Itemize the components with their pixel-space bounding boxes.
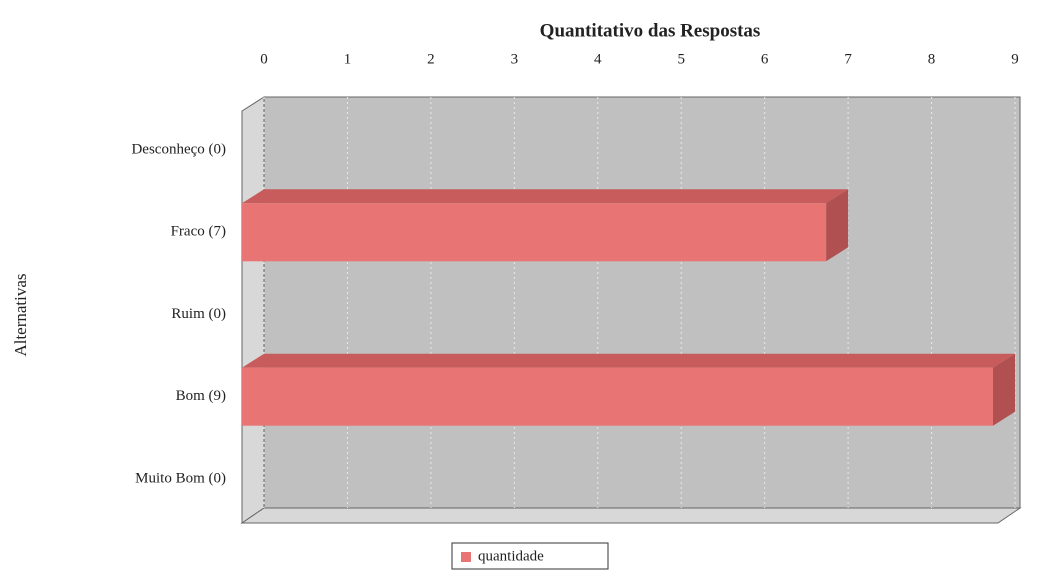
bar-top <box>242 353 1015 368</box>
side-wall <box>241 96 265 524</box>
x-tick-label: 6 <box>761 51 769 67</box>
y-tick-label: Bom (9) <box>176 388 226 404</box>
x-tick-label: 3 <box>511 51 519 67</box>
y-tick-label: Desconheço (0) <box>131 142 226 158</box>
y-tick-label: Ruim (0) <box>171 306 226 322</box>
bar-front <box>242 367 993 426</box>
x-tick-label: 5 <box>677 51 685 67</box>
x-tick-label: 2 <box>427 51 435 67</box>
x-tick-label: 0 <box>260 51 268 67</box>
x-tick-label: 8 <box>928 51 936 67</box>
x-tick-label: 4 <box>594 51 602 67</box>
back-wall <box>263 96 1021 509</box>
bar <box>242 189 849 262</box>
x-tick-label: 9 <box>1011 51 1019 67</box>
bar-side <box>993 353 1015 426</box>
y-tick-label: Muito Bom (0) <box>135 470 226 486</box>
bar-front <box>242 203 827 262</box>
y-axis-title: Alternativas <box>11 273 30 356</box>
legend-swatch <box>461 552 471 562</box>
x-tick-label: 7 <box>844 51 852 67</box>
legend <box>451 542 609 570</box>
floor <box>240 507 1022 524</box>
bar-top <box>242 189 849 204</box>
y-tick-label: Fraco (7) <box>171 224 226 240</box>
legend-label: quantidade <box>478 548 544 564</box>
bar-side <box>826 189 849 262</box>
bar <box>242 353 1015 426</box>
x-tick-label: 1 <box>344 51 352 67</box>
axis-title: Quantitativo das Respostas <box>540 20 761 41</box>
